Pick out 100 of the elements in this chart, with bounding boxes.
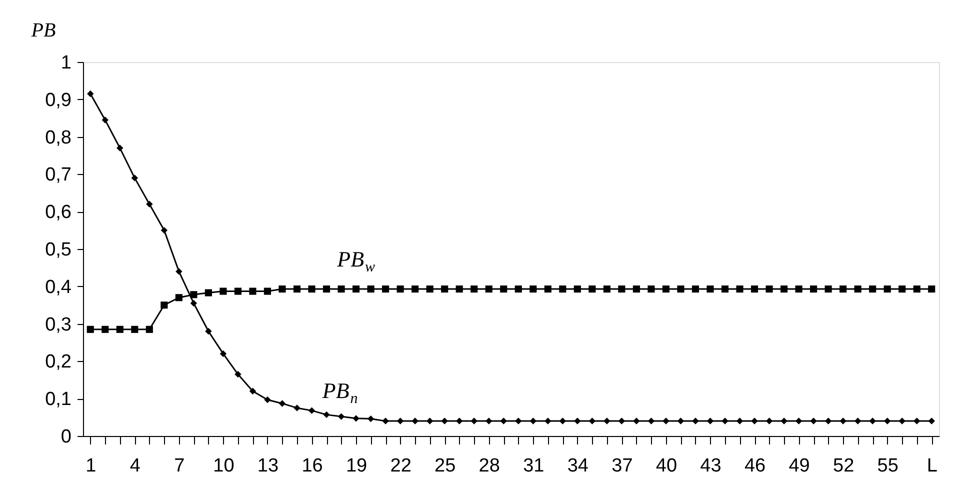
x-tick-label: 31 (523, 456, 544, 476)
point (898, 418, 906, 424)
point (603, 285, 610, 293)
point (396, 418, 404, 424)
x-tick-label: 16 (302, 456, 323, 476)
point (662, 285, 670, 293)
point (456, 285, 463, 293)
point (116, 326, 124, 333)
point (530, 285, 537, 293)
point (116, 144, 124, 152)
point (382, 285, 390, 293)
point (456, 418, 463, 424)
point (160, 226, 168, 234)
point (396, 285, 404, 293)
point (86, 326, 94, 333)
point (352, 415, 360, 422)
point (264, 396, 271, 404)
point (514, 285, 522, 293)
point (588, 418, 596, 424)
point (928, 285, 936, 293)
y-tick-label: 0,4 (45, 276, 72, 298)
point (795, 418, 802, 424)
point (338, 413, 345, 420)
point (780, 285, 788, 293)
point (706, 285, 714, 293)
point (367, 285, 374, 293)
point (470, 285, 478, 293)
y-axis-title: PB (30, 20, 56, 42)
point (722, 418, 728, 424)
point (706, 418, 714, 424)
point (736, 285, 744, 293)
point (322, 285, 330, 293)
point (102, 326, 109, 333)
y-tick-label: 0,2 (45, 352, 72, 373)
point (559, 285, 566, 293)
point (574, 418, 581, 424)
point (441, 285, 448, 293)
point (500, 418, 507, 424)
point (840, 418, 846, 424)
point (618, 285, 626, 293)
point (264, 288, 272, 295)
point (648, 285, 655, 293)
x-tick-label: 1 (86, 456, 96, 476)
point (632, 285, 640, 293)
point (234, 370, 242, 378)
point (367, 415, 374, 422)
y-tick-label: 0,5 (45, 240, 72, 260)
x-tick-label: 52 (833, 456, 854, 476)
point (294, 404, 300, 412)
point (323, 411, 330, 418)
point (486, 418, 492, 424)
point (190, 300, 198, 307)
point (648, 418, 655, 424)
x-tick-label: 34 (567, 456, 589, 476)
point (500, 285, 508, 293)
point (249, 288, 256, 295)
point (884, 418, 891, 424)
point (884, 285, 891, 293)
point (278, 400, 286, 407)
y-tick-label: 0,6 (45, 202, 72, 224)
point (146, 200, 153, 208)
x-tick-label: 4 (130, 456, 141, 476)
point (234, 288, 242, 295)
x-tick-label: 49 (788, 456, 810, 476)
point (604, 418, 610, 424)
point (824, 418, 832, 424)
x-tick-label: 43 (700, 456, 722, 476)
point (854, 418, 862, 424)
point (220, 350, 227, 358)
point (308, 285, 316, 293)
point (913, 285, 920, 293)
point (160, 302, 168, 309)
point (530, 418, 536, 424)
x-tick-label: 55 (877, 456, 898, 476)
point (780, 418, 788, 424)
point (412, 285, 419, 293)
point (810, 285, 818, 293)
x-tick-label: 7 (174, 456, 185, 476)
point (766, 418, 773, 424)
point (308, 407, 316, 414)
x-tick-label: 10 (213, 456, 234, 476)
point (470, 418, 478, 424)
point (485, 285, 492, 293)
point (750, 285, 758, 293)
x-tick-label: 40 (656, 456, 678, 476)
y-tick-label: 1 (60, 52, 72, 74)
point (426, 285, 434, 293)
x-tick-label: 28 (478, 456, 500, 476)
point (338, 285, 345, 293)
point (795, 285, 802, 293)
point (205, 328, 212, 335)
point (869, 285, 876, 293)
point (220, 288, 227, 295)
y-tick-label: 0,1 (45, 389, 72, 410)
y-tick-label: 0,9 (45, 90, 72, 111)
point (810, 418, 817, 424)
point (249, 388, 256, 394)
point (87, 90, 94, 98)
x-tick-label: 13 (257, 456, 279, 476)
point (426, 418, 434, 424)
